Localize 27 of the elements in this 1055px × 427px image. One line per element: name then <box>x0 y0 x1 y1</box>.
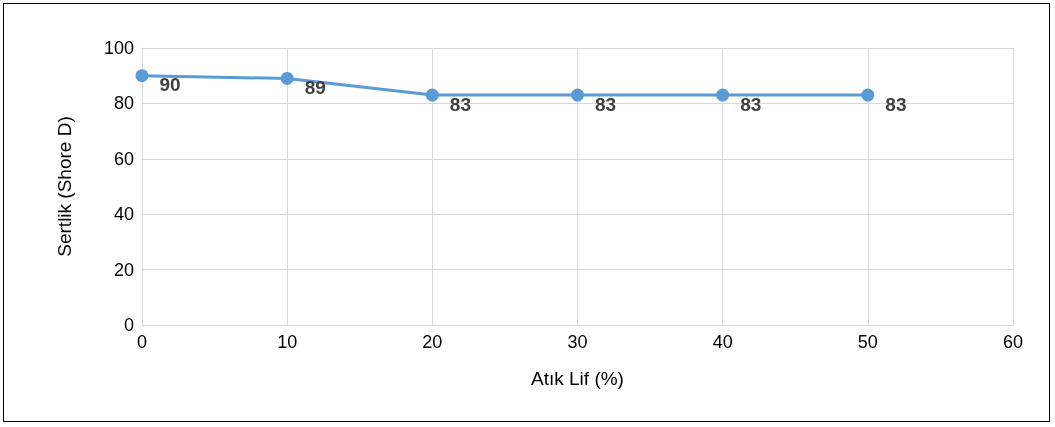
y-tick-label: 60 <box>113 148 134 169</box>
y-tick-label: 80 <box>113 93 134 114</box>
point <box>425 88 439 102</box>
y-tick-label: 40 <box>113 204 134 225</box>
x-tick-label: 40 <box>712 332 733 352</box>
x-tick-label: 0 <box>136 332 148 352</box>
y-tick-label: 100 <box>103 38 134 58</box>
data-label: 83 <box>449 93 471 115</box>
point <box>280 71 294 85</box>
y-tick-label: 0 <box>123 315 134 335</box>
point <box>571 88 584 102</box>
data-label: 83 <box>595 93 617 115</box>
data-label: 89 <box>304 76 326 98</box>
x-tick-label: 30 <box>567 332 588 352</box>
x-tick-label: 50 <box>857 332 878 352</box>
point <box>861 88 875 102</box>
x-tick-label: 10 <box>277 332 298 352</box>
point <box>135 69 149 83</box>
x-tick-label: 20 <box>422 332 443 352</box>
y-tick-label: 20 <box>113 259 134 280</box>
data-label: 90 <box>159 74 181 96</box>
data-label: 83 <box>885 93 907 115</box>
data-label: 83 <box>740 93 762 115</box>
x-tick-label: 60 <box>1002 332 1024 352</box>
y-axis-title: Sertlik (Shore D) <box>54 116 75 257</box>
point <box>716 88 730 102</box>
x-axis-title: Atık Lif (%) <box>531 368 624 389</box>
